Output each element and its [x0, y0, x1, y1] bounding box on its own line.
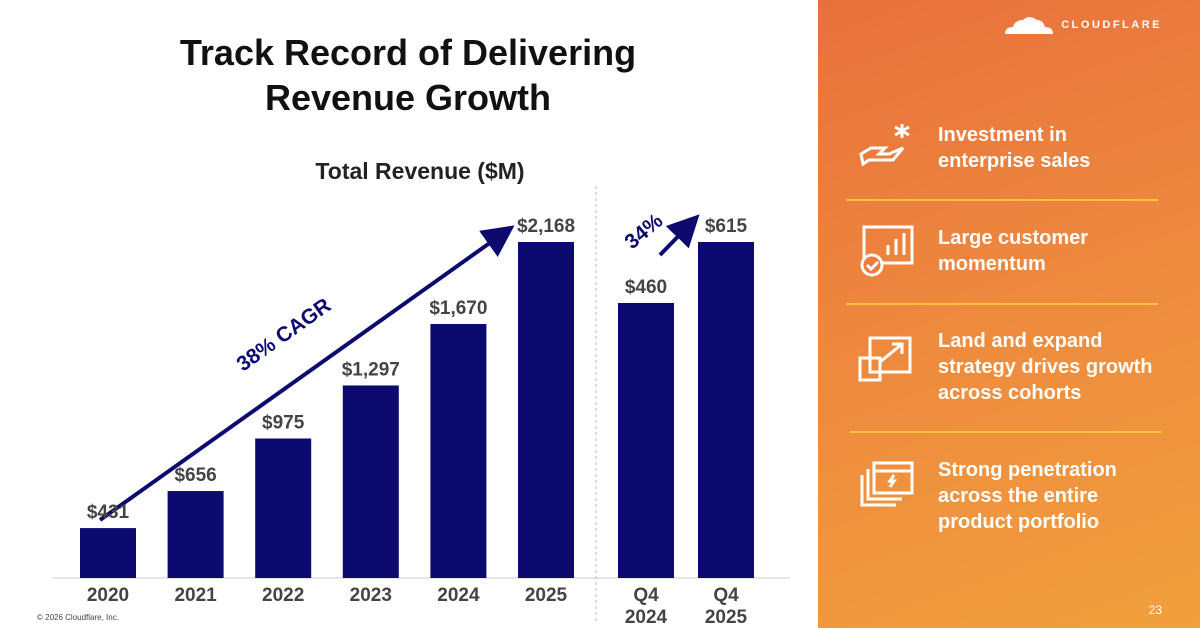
line: across cohorts	[938, 382, 1082, 404]
title-line: Revenue Growth	[264, 77, 552, 118]
line: across the entire	[938, 485, 1099, 507]
separator	[846, 303, 1158, 305]
x-tick-label: 2024	[625, 607, 668, 628]
data-label: $460	[625, 277, 667, 298]
browser-windows-icon	[860, 461, 914, 507]
bar	[255, 438, 312, 578]
bar	[342, 385, 399, 578]
cagr-arrow	[98, 225, 515, 522]
q4-growth-label: 34%	[620, 209, 667, 254]
q4-growth-arrow	[658, 214, 700, 257]
line: enterprise sales	[938, 150, 1091, 172]
data-label: $1,297	[342, 359, 400, 380]
highlights-panel: CLOUDFLARE Investment in enterprise sales…	[818, 0, 1200, 628]
data-label: $615	[705, 216, 748, 237]
line: Large customer	[938, 227, 1089, 249]
bar	[80, 528, 136, 578]
data-label: $431	[87, 502, 130, 523]
hand-sparkle-icon	[859, 124, 910, 167]
bar	[698, 242, 754, 578]
data-label: $1,670	[429, 298, 487, 319]
x-tick-label: 2022	[262, 585, 304, 606]
line: Strong penetration	[938, 459, 1117, 481]
chart-check-icon	[860, 225, 914, 277]
line: product portfolio	[938, 511, 1100, 533]
x-tick-label: 2021	[174, 585, 217, 606]
cloud-logo-icon	[1005, 17, 1054, 34]
title-line: Track Record of Delivering	[179, 32, 637, 73]
copyright: © 2026 Cloudflare, Inc.	[37, 613, 119, 622]
bar	[618, 302, 674, 578]
bar	[430, 324, 487, 578]
page-number: 23	[1148, 603, 1162, 617]
x-tick-label: 2020	[87, 585, 129, 606]
highlight-text: Investment in enterprise sales	[938, 122, 1188, 174]
slide-title: Track Record of Delivering Revenue Growth	[100, 30, 716, 120]
line: Land and expand	[938, 330, 1103, 352]
line: Investment in	[938, 124, 1067, 146]
x-tick-label: Q4	[713, 585, 739, 606]
bar	[167, 491, 224, 578]
highlight-text: Land and expand strategy drives growth acr…	[938, 328, 1188, 406]
bar	[518, 242, 574, 578]
highlight-text: Large customer momentum	[938, 225, 1188, 277]
separator	[846, 199, 1158, 201]
data-label: $975	[262, 412, 305, 433]
line: momentum	[938, 253, 1046, 275]
x-tick-label: 2025	[705, 607, 748, 628]
x-tick-label: Q4	[633, 585, 659, 606]
line: strategy drives growth	[938, 356, 1153, 378]
expand-icon	[858, 336, 912, 382]
cloudflare-logo: CLOUDFLARE	[1003, 14, 1162, 36]
revenue-chart: 38% CAGR 34% $4312020$6562021$9752022$1,…	[52, 186, 790, 628]
logo-text: CLOUDFLARE	[1061, 19, 1162, 31]
separator	[850, 431, 1162, 433]
data-label: $2,168	[517, 216, 575, 237]
data-label: $656	[174, 465, 216, 486]
x-tick-label: 2023	[350, 585, 392, 606]
x-tick-label: 2024	[437, 585, 480, 606]
x-tick-label: 2025	[525, 585, 568, 606]
chart-title: Total Revenue ($M)	[315, 158, 525, 184]
highlight-text: Strong penetration across the entire produ…	[938, 457, 1188, 535]
